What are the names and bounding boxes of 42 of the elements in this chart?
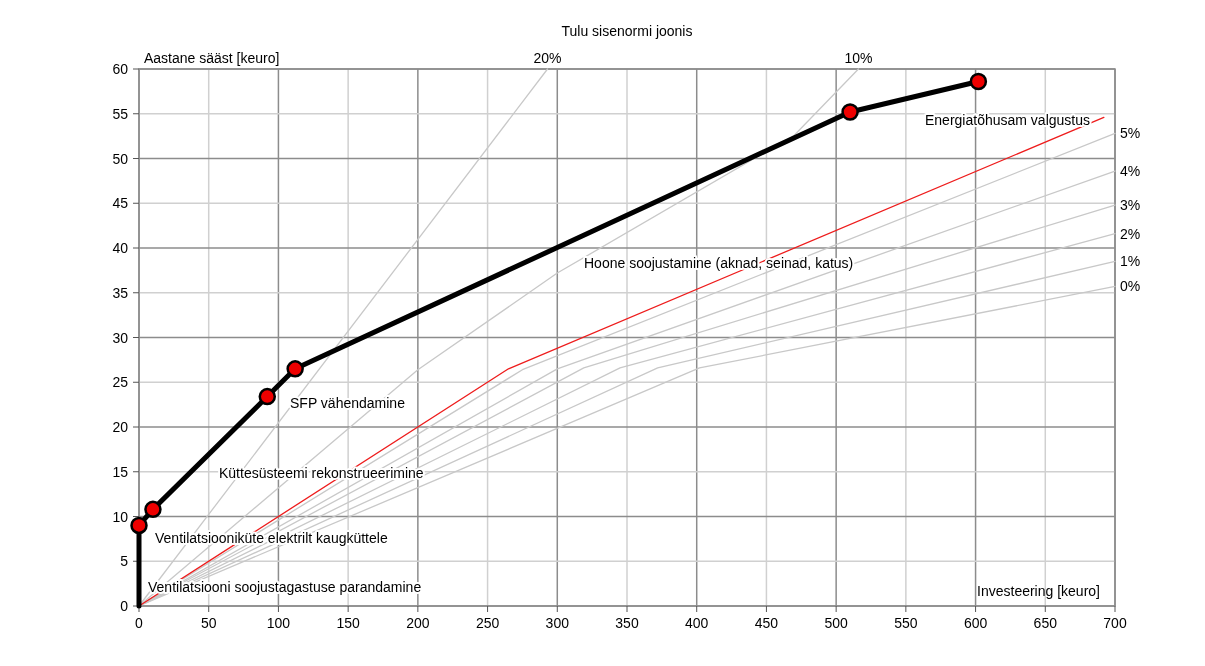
annotation: SFP vähendamine [290, 395, 406, 411]
annotation: Hoone soojustamine (aknad, seinad, katus) [584, 255, 854, 271]
chart-title: Tulu sisenormi joonis [561, 23, 693, 39]
y-tick-label: 0 [120, 598, 129, 614]
x-tick-label: 100 [266, 615, 291, 631]
x-tick-label: 200 [406, 615, 430, 631]
series-label: 0% [1120, 278, 1141, 295]
y-tick-label: 30 [112, 329, 129, 346]
y-axis-title: Aastane sääst [keuro] [144, 50, 280, 66]
x-tick-label: 500 [824, 615, 849, 631]
y-tick-label: 20 [112, 419, 129, 435]
series-label: 1% [1120, 253, 1141, 270]
x-tick-label: 550 [894, 615, 918, 631]
x-tick-label: 400 [685, 615, 709, 631]
series-label: 4% [1120, 163, 1141, 180]
series-label: 3% [1120, 197, 1141, 214]
x-tick-label: 700 [1103, 615, 1127, 631]
y-tick-label: 5 [120, 553, 129, 570]
y-tick-label: 10 [112, 508, 129, 525]
x-tick-label: 650 [1033, 615, 1058, 631]
y-tick-label: 45 [112, 195, 129, 212]
x-tick-label: 450 [754, 615, 779, 631]
x-tick-label: 150 [336, 615, 361, 631]
x-tick-label: 0 [135, 615, 144, 631]
series-label: 5% [1120, 125, 1141, 142]
x-tick-label: 350 [615, 615, 639, 631]
x-axis-title: Investeering [keuro] [977, 583, 1100, 599]
x-tick-label: 250 [475, 615, 500, 631]
y-tick-label: 35 [112, 284, 129, 301]
series-label: 2% [1120, 225, 1141, 242]
annotation: Energiatõhusam valgustus [925, 112, 1090, 128]
x-tick-label: 50 [200, 615, 217, 631]
x-tick-label: 600 [963, 615, 988, 631]
y-tick-label: 25 [112, 374, 129, 391]
y-tick-label: 40 [112, 240, 129, 256]
series-label: 10% [844, 50, 873, 66]
y-tick-label: 60 [112, 61, 129, 77]
y-tick-label: 55 [112, 105, 129, 122]
x-tick-label: 300 [545, 615, 570, 631]
series-label: 20% [533, 50, 562, 66]
y-tick-label: 15 [112, 463, 129, 480]
y-tick-label: 50 [112, 150, 129, 167]
